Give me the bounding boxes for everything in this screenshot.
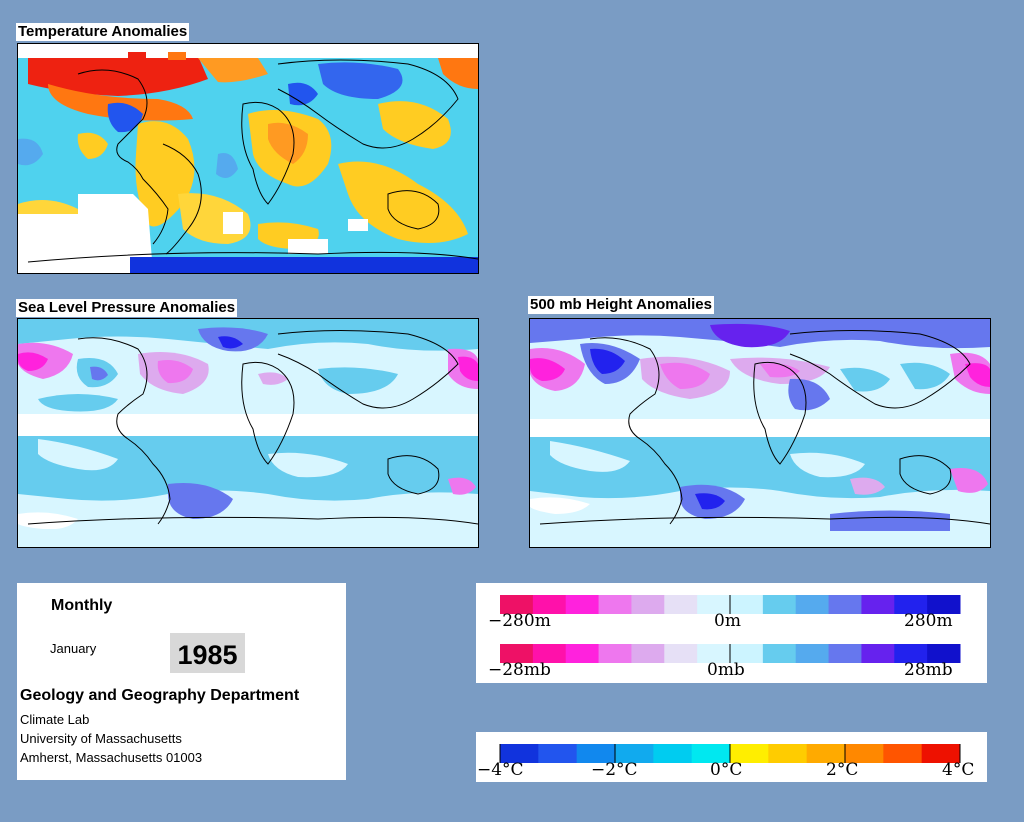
temperature-tick-label: 4°C (942, 760, 975, 780)
slp-max-label: 28mb (904, 660, 953, 680)
slp-colorbar-swatch (828, 644, 862, 663)
lab-label: Climate Lab (20, 712, 90, 727)
temperature-colorbar-panel: −4°C −2°C 0°C 2°C 4°C (476, 732, 987, 782)
height-colorbar-swatch (894, 595, 928, 614)
slp-title: Sea Level Pressure Anomalies (16, 299, 238, 317)
height-colorbar-swatch (762, 595, 797, 614)
slp-colorbar-swatch (565, 644, 600, 663)
temperature-colorbar-swatch (615, 744, 654, 763)
height-colorbar-swatch (927, 595, 961, 614)
slp-colorbar-swatch (730, 644, 764, 663)
height-colorbar-swatch (565, 595, 600, 614)
temperature-colorbar-swatch (691, 744, 731, 763)
temperature-title: Temperature Anomalies (16, 23, 190, 41)
temperature-colorbar-swatch (538, 744, 578, 763)
slp-colorbar-swatch (894, 644, 928, 663)
slp-mid-label: 0mb (707, 660, 745, 680)
height-colorbar-swatch (500, 595, 534, 614)
height-max-label: 280m (904, 611, 953, 631)
height-colorbar-swatch (861, 595, 895, 614)
temperature-colorbar-swatch (653, 744, 693, 763)
year-label: 1985 (170, 633, 245, 673)
temperature-map (17, 43, 479, 274)
height-mid-label: 0m (714, 611, 741, 631)
slp-colorbar-swatch (927, 644, 961, 663)
temperature-colorbar (499, 744, 961, 763)
height-min-label: −280m (488, 611, 551, 631)
pressure-colorbar-panel: −280m 0m 280m −28mb 0mb 28mb (476, 583, 987, 683)
height-colorbar-swatch (664, 595, 698, 614)
height-colorbar-swatch (697, 595, 731, 614)
info-panel: Monthly January 1985 Geology and Geograp… (17, 583, 346, 780)
temperature-colorbar-swatch (768, 744, 808, 763)
slp-colorbar-swatch (762, 644, 797, 663)
period-label: Monthly (51, 597, 113, 614)
slp-map (17, 318, 479, 548)
slp-colorbar-swatch (598, 644, 632, 663)
temperature-tick-label: −4°C (477, 760, 524, 780)
slp-colorbar-swatch (697, 644, 731, 663)
height-colorbar-swatch (730, 595, 764, 614)
temperature-tick-label: 2°C (826, 760, 859, 780)
height-colorbar-swatch (631, 595, 665, 614)
temperature-colorbar-swatch (576, 744, 616, 763)
temperature-colorbar-swatch (921, 744, 961, 763)
slp-colorbar-swatch (795, 644, 830, 663)
slp-colorbar-swatch (500, 644, 534, 663)
temperature-tick-label: 0°C (710, 760, 743, 780)
height500-map (529, 318, 991, 548)
temperature-tick-label: −2°C (591, 760, 638, 780)
temperature-colorbar-swatch (500, 744, 539, 763)
slp-colorbar-swatch (532, 644, 567, 663)
temperature-colorbar-swatch (806, 744, 846, 763)
slp-colorbar-swatch (664, 644, 698, 663)
temperature-colorbar-swatch (845, 744, 884, 763)
slp-colorbar (500, 644, 961, 663)
slp-min-label: −28mb (488, 660, 551, 680)
height500-title: 500 mb Height Anomalies (528, 296, 714, 314)
slp-colorbar-swatch (861, 644, 895, 663)
address-label: Amherst, Massachusetts 01003 (20, 750, 203, 765)
slp-colorbar-swatch (631, 644, 665, 663)
university-label: University of Massachusetts (20, 731, 182, 746)
temperature-colorbar-swatch (883, 744, 923, 763)
temperature-colorbar-swatch (730, 744, 769, 763)
height-colorbar-swatch (598, 595, 632, 614)
month-label: January (50, 641, 97, 656)
height-colorbar-swatch (828, 595, 862, 614)
height-colorbar (500, 595, 961, 614)
height-colorbar-swatch (532, 595, 567, 614)
height-colorbar-swatch (795, 595, 830, 614)
department-label: Geology and Geography Department (20, 687, 300, 704)
